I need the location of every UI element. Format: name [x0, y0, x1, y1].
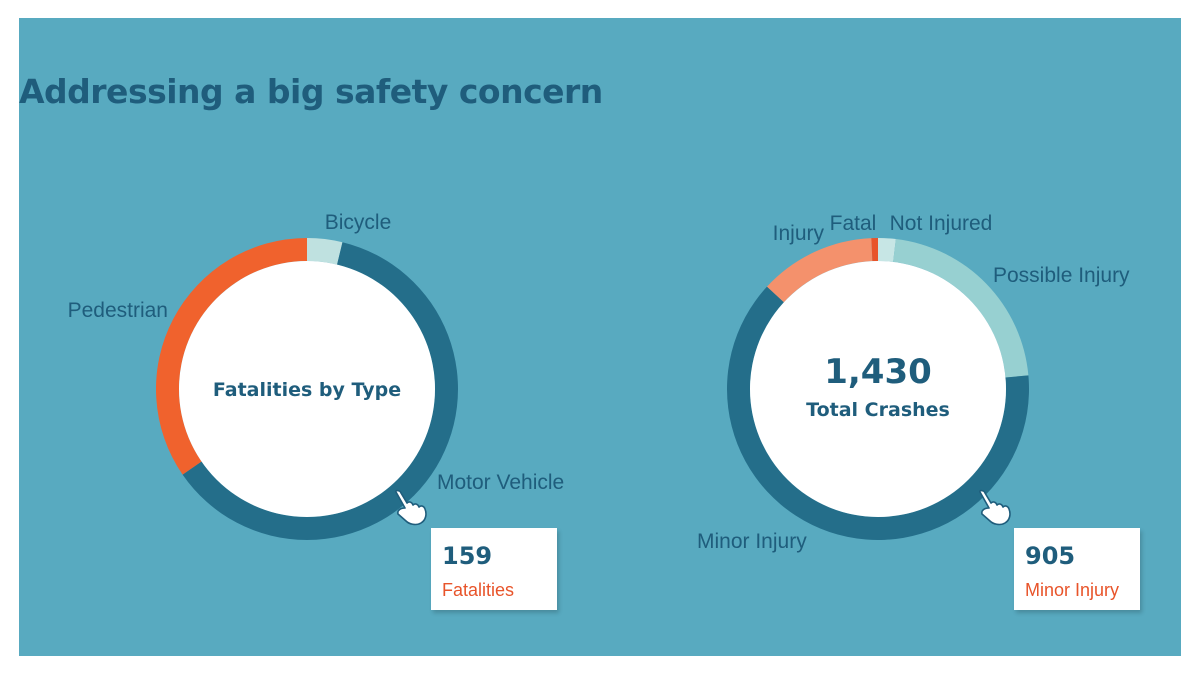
- donut-hole: [750, 261, 1006, 517]
- label-injury: Injury: [773, 222, 825, 245]
- slice-fatal: [871, 238, 878, 262]
- slice-pedestrian: [155, 238, 307, 475]
- pointing-hand-icon: [395, 489, 427, 526]
- label-fatal: Fatal: [830, 212, 877, 235]
- slice-bicycle: [307, 238, 343, 265]
- callout-minor-injury-value: 905: [1025, 542, 1076, 570]
- donut-fatalities-by-type: Bicycle Motor Vehicle Pedestrian Fatalities…: [68, 211, 564, 541]
- callout-minor-injury-label: Minor Injury: [1025, 580, 1120, 600]
- slide-title: Addressing a big safety concern: [19, 72, 603, 111]
- callout-fatalities-label: Fatalities: [442, 580, 515, 600]
- label-possible-injury: Possible Injury: [993, 264, 1130, 287]
- pointing-hand-icon: [979, 489, 1011, 526]
- label-minor-injury: Minor Injury: [697, 530, 807, 553]
- slice-possible-injury: [893, 239, 1029, 378]
- donut-total-crashes: Not Injured Possible Injury Minor Injury In…: [697, 212, 1130, 553]
- slice-minor-injury: [727, 286, 1029, 540]
- label-motor-vehicle: Motor Vehicle: [437, 471, 564, 494]
- callout-fatalities-value: 159: [442, 542, 493, 570]
- center-label: Total Crashes: [806, 399, 950, 421]
- slice-injury: [766, 238, 873, 303]
- callout-minor-injury: 905 Minor Injury: [1014, 528, 1140, 610]
- center-label: Fatalities by Type: [213, 379, 401, 401]
- label-bicycle: Bicycle: [325, 211, 392, 234]
- label-pedestrian: Pedestrian: [68, 299, 168, 322]
- slice-not-injured: [878, 238, 896, 262]
- center-total: 1,430: [824, 352, 932, 392]
- callout-fatalities: 159 Fatalities: [431, 528, 557, 610]
- donut-hole: [179, 261, 435, 517]
- label-not-injured: Not Injured: [890, 212, 993, 235]
